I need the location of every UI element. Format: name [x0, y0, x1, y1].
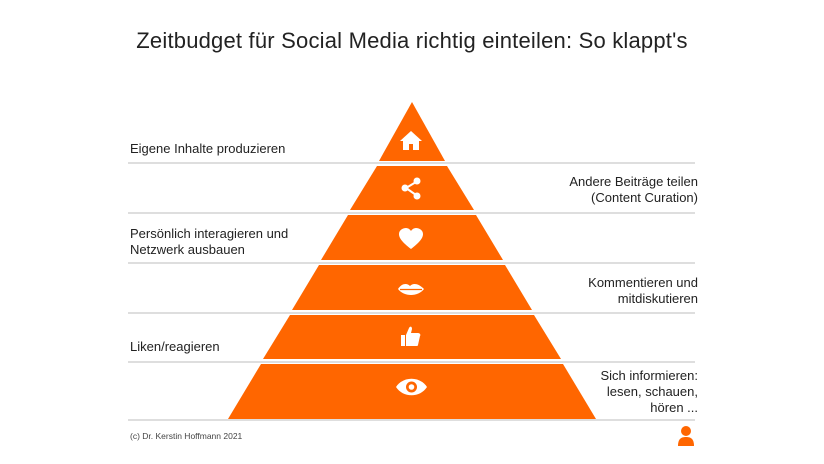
level-label-like: Liken/reagieren	[130, 339, 220, 354]
person-icon	[678, 426, 694, 446]
share-icon	[401, 177, 421, 200]
level-label-comment: Kommentieren und mitdiskutieren	[588, 275, 698, 306]
page-title: Zeitbudget für Social Media richtig eint…	[136, 28, 688, 53]
level-label-inform: Sich informieren: lesen, schauen, hören …	[600, 368, 698, 415]
eye-icon	[396, 378, 427, 396]
level-label-produce: Eigene Inhalte produzieren	[130, 141, 286, 156]
lips-icon	[398, 284, 424, 295]
thumbs-up-icon	[401, 326, 421, 346]
level-label-interact: Persönlich interagieren und Netzwerk aus…	[130, 226, 289, 257]
house-icon	[400, 131, 422, 150]
pyramid-tier-1	[379, 102, 445, 161]
copyright-footer: (c) Dr. Kerstin Hoffmann 2021	[130, 431, 243, 441]
level-label-share: Andere Beiträge teilen (Content Curation…	[569, 174, 698, 205]
heart-icon	[399, 228, 423, 249]
pyramid-tier-2	[350, 166, 474, 210]
